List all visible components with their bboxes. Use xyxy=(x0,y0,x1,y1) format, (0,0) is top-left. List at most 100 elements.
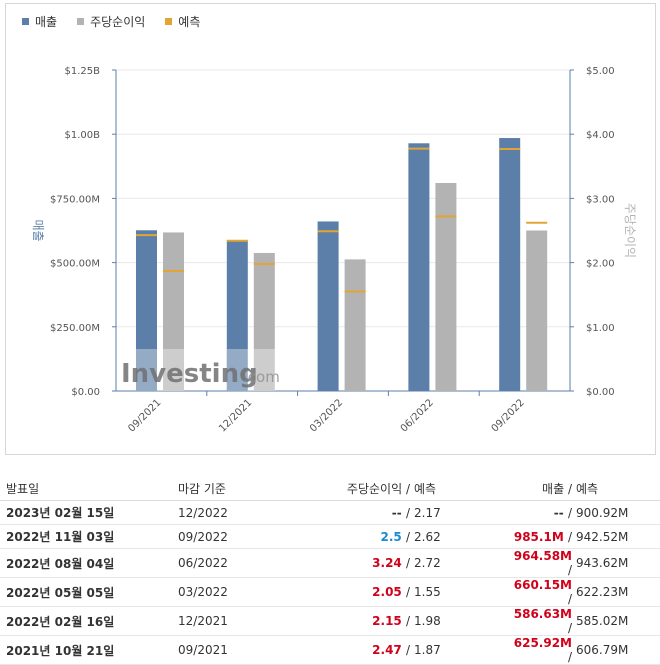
cell-eps-forecast: 1.87 xyxy=(414,635,512,665)
earnings-table: 발표일 마감 기준 주당순이익 / 예측 매출 / 예측 2023년 02월 1… xyxy=(0,476,660,665)
cell-eps-value: 2.5 xyxy=(380,529,402,544)
legend-item-forecast[interactable]: 예측 xyxy=(165,13,200,30)
cell-revenue-value: 625.92M xyxy=(513,636,572,650)
revenue-bar xyxy=(226,240,248,391)
cell-eps-value: 2.15 xyxy=(372,614,402,628)
cell-revenue-forecast: 943.62M xyxy=(576,548,660,578)
left-tick-label: $750.00M xyxy=(50,194,100,205)
left-tick-label: $250.00M xyxy=(50,323,100,334)
eps-bar xyxy=(526,230,548,391)
header-revenue-forecast[interactable]: 예측 xyxy=(576,476,660,501)
table-row: 2022년 08월 04일 06/2022 3.24 /2.72 964.58M /9… xyxy=(0,548,660,578)
right-axis-title: 주당순이익 xyxy=(623,203,637,258)
cell-revenue-sep: / xyxy=(567,650,572,664)
legend-label-revenue: 매출 xyxy=(35,15,58,29)
cell-revenue-sep: / xyxy=(567,505,572,520)
table-header-row: 발표일 마감 기준 주당순이익 / 예측 매출 / 예측 xyxy=(0,476,660,501)
table-row: 2021년 10월 21일 09/2021 2.47 /1.87 625.92M /6… xyxy=(0,635,660,665)
revenue-bar xyxy=(136,230,157,391)
right-tick-label: $3.00 xyxy=(586,194,615,205)
header-eps[interactable]: 주당순이익 / xyxy=(306,476,414,501)
eps-bar xyxy=(163,232,184,391)
left-tick-label: $500.00M xyxy=(50,259,100,270)
cell-revenue-sep: / xyxy=(567,592,572,606)
cell-eps: 2.47 / xyxy=(306,635,414,665)
left-axis-title: 매출 xyxy=(31,219,45,241)
cell-eps-sep: / xyxy=(405,614,410,628)
cell-eps: -- / xyxy=(306,500,414,525)
right-tick-label: $2.00 xyxy=(586,259,615,270)
cell-revenue-sep: / xyxy=(567,529,572,544)
cell-eps-sep: / xyxy=(405,529,410,544)
eps-bar xyxy=(253,252,275,391)
right-tick-label: $0.00 xyxy=(586,387,615,398)
watermark-fade xyxy=(136,349,184,391)
cell-revenue: 660.15M / xyxy=(512,577,576,607)
cell-eps-sep: / xyxy=(405,585,410,599)
eps-bar xyxy=(435,182,457,391)
left-tick-label: $1.00B xyxy=(65,130,101,141)
category-label: 09/2021 xyxy=(126,397,163,434)
legend-swatch-eps xyxy=(77,18,85,25)
legend-item-revenue[interactable]: 매출 xyxy=(22,13,57,30)
cell-period: 09/2022 xyxy=(178,524,306,549)
header-revenue-sep: / xyxy=(567,481,572,496)
header-eps-forecast[interactable]: 예측 xyxy=(414,476,512,501)
header-eps-label: 주당순이익 xyxy=(346,481,403,496)
eps-bar xyxy=(344,259,366,391)
cell-eps-value: 3.24 xyxy=(372,556,402,570)
chart-legend: 매출 주당순이익 예측 xyxy=(22,13,200,30)
table-row: 2022년 05월 05일 03/2022 2.05 /1.55 660.15M /6… xyxy=(0,577,660,607)
table-row: 2022년 02월 16일 12/2021 2.15 /1.98 586.63M /5… xyxy=(0,606,660,636)
cell-eps: 2.15 / xyxy=(306,606,414,636)
cell-revenue: 964.58M / xyxy=(512,548,576,578)
left-tick-label: $1.25B xyxy=(65,66,101,77)
cell-revenue-value: 964.58M xyxy=(513,549,572,563)
cell-eps-value: -- xyxy=(391,505,402,520)
legend-item-eps[interactable]: 주당순이익 xyxy=(77,13,145,30)
category-label: 03/2022 xyxy=(308,397,345,434)
cell-eps: 3.24 / xyxy=(306,548,414,578)
watermark-text: Investing xyxy=(121,359,258,389)
cell-date: 2023년 02월 15일 xyxy=(0,500,178,525)
header-revenue[interactable]: 매출 / xyxy=(512,476,576,501)
cell-date: 2022년 11월 03일 xyxy=(0,524,178,549)
cell-revenue-forecast: 622.23M xyxy=(576,577,660,607)
right-tick-label: $1.00 xyxy=(586,323,615,334)
cell-period: 06/2022 xyxy=(178,548,306,578)
cell-eps: 2.5 / xyxy=(306,524,414,549)
cell-eps-value: 2.47 xyxy=(372,643,402,657)
legend-label-forecast: 예측 xyxy=(178,15,201,29)
cell-revenue: -- / xyxy=(512,500,576,525)
cell-date: 2021년 10월 21일 xyxy=(0,635,178,665)
revenue-bar xyxy=(317,221,339,391)
cell-revenue-sep: / xyxy=(567,563,572,577)
cell-date: 2022년 05월 05일 xyxy=(0,577,178,607)
cell-period: 12/2022 xyxy=(178,500,306,525)
cell-eps: 2.05 / xyxy=(306,577,414,607)
cell-revenue-forecast: 606.79M xyxy=(576,635,660,665)
cell-date: 2022년 08월 04일 xyxy=(0,548,178,578)
earnings-chart: 매출 주당순이익 예측 xyxy=(5,3,656,455)
cell-revenue-value: 660.15M xyxy=(513,578,572,592)
cell-revenue-sep: / xyxy=(567,621,572,635)
cell-eps-forecast: 1.98 xyxy=(414,606,512,636)
category-label: 12/2021 xyxy=(217,397,254,434)
cell-eps-forecast: 2.72 xyxy=(414,548,512,578)
cell-period: 12/2021 xyxy=(178,606,306,636)
legend-swatch-forecast xyxy=(165,18,173,25)
cell-revenue: 625.92M / xyxy=(512,635,576,665)
cell-eps-forecast: 2.62 xyxy=(414,524,512,549)
header-eps-sep: / xyxy=(405,481,410,496)
legend-swatch-revenue xyxy=(22,18,29,25)
cell-eps-value: 2.05 xyxy=(372,585,402,599)
header-period[interactable]: 마감 기준 xyxy=(178,476,306,501)
cell-period: 09/2021 xyxy=(178,635,306,665)
watermark-suffix: .com xyxy=(243,368,280,386)
cell-eps-sep: / xyxy=(405,556,410,570)
cell-revenue-forecast: 942.52M xyxy=(576,524,660,549)
table-row: 2022년 11월 03일 09/2022 2.5 /2.62 985.1M /942… xyxy=(0,524,660,549)
cell-period: 03/2022 xyxy=(178,577,306,607)
cell-date: 2022년 02월 16일 xyxy=(0,606,178,636)
header-date[interactable]: 발표일 xyxy=(0,476,178,501)
